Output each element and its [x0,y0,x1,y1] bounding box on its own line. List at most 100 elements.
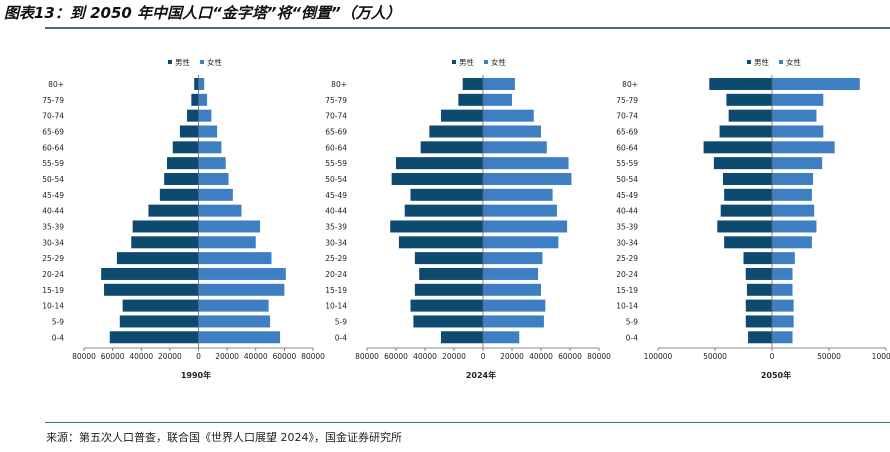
legend: 男性 女性 [452,57,506,67]
x-tick-label: 100000 [644,352,673,361]
male-bar [398,236,483,249]
female-bar [772,125,824,138]
age-group-label: 35-39 [325,222,347,231]
male-bar [391,172,483,185]
male-bar [132,220,199,233]
x-tick-label: 60000 [272,352,296,361]
male-bar [414,283,483,296]
age-group-label: 80+ [48,80,64,89]
female-bar [198,204,242,217]
female-bar [772,252,795,265]
male-bar [119,315,199,328]
legend-swatch [747,60,751,64]
age-group-label: 30-34 [42,238,64,247]
age-group-label: 75-79 [325,96,347,105]
age-group-label: 70-74 [42,112,64,121]
age-group-label: 5-9 [52,317,64,326]
male-bar [719,125,772,138]
age-group-label: 25-29 [616,254,638,263]
x-tick-label: 50000 [703,352,727,361]
male-bar [410,299,483,312]
legend-label: 男性 [175,57,190,67]
male-bar [745,267,772,280]
male-bar [703,141,772,154]
age-group-label: 45-49 [42,191,64,200]
x-tick-label: 0 [196,352,201,361]
age-group-label: 0-4 [626,333,638,342]
female-bar [198,267,286,280]
male-bar [743,252,772,265]
age-group-label: 0-4 [335,333,347,342]
year-label: 2024年 [466,370,496,380]
age-group-label: 50-54 [616,175,638,184]
x-tick-label: 60000 [101,352,125,361]
male-bar [109,331,199,344]
female-bar [198,283,285,296]
female-bar [198,109,212,122]
x-tick-label: 80000 [301,352,325,361]
female-bar [198,299,269,312]
female-bar [483,315,544,328]
legend-label: 女性 [491,57,506,67]
female-bar [483,236,559,249]
age-group-label: 65-69 [616,127,638,136]
legend-label: 男性 [459,57,474,67]
legend-label: 男性 [754,57,769,67]
male-bar [414,252,483,265]
age-group-label: 80+ [622,80,638,89]
legend: 男性 女性 [168,57,222,67]
male-bar [720,204,772,217]
x-tick-label: 80000 [355,352,379,361]
female-bar [198,220,261,233]
male-bar [745,315,772,328]
female-bar [772,331,793,344]
female-bar [772,283,793,296]
female-bar [772,93,824,106]
age-group-label: 20-24 [325,270,347,279]
male-bar [167,157,199,170]
age-group-label: 10-14 [42,302,64,311]
age-group-label: 40-44 [616,207,638,216]
female-bar [772,78,860,90]
age-group-label: 55-59 [42,159,64,168]
age-group-label: 30-34 [616,238,638,247]
male-bar [462,78,483,90]
age-group-label: 75-79 [616,96,638,105]
male-bar [131,236,199,249]
legend-swatch [168,60,172,64]
female-bar [772,157,823,170]
male-bar [187,109,199,122]
male-bar [709,78,772,90]
age-group-label: 5-9 [335,317,347,326]
female-bar [483,125,541,138]
age-group-label: 45-49 [325,191,347,200]
legend-label: 女性 [207,57,222,67]
female-bar [772,172,814,185]
female-bar [772,141,835,154]
age-group-label: 75-79 [42,96,64,105]
age-group-label: 10-14 [325,302,347,311]
male-bar [440,109,483,122]
x-tick-label: 40000 [529,352,553,361]
female-bar [483,220,568,233]
age-group-label: 60-64 [325,143,347,152]
male-bar [724,188,772,201]
x-tick-label: 0 [770,352,775,361]
female-bar [772,188,812,201]
female-bar [483,267,539,280]
legend-swatch [200,60,204,64]
year-label: 1990年 [181,370,211,380]
female-bar [198,157,226,170]
age-group-label: 15-19 [616,286,638,295]
female-bar [198,236,256,249]
female-bar [483,299,546,312]
legend: 男性 女性 [747,57,801,67]
male-bar [191,93,199,106]
male-bar [429,125,483,138]
x-tick-label: 80000 [587,352,611,361]
age-group-label: 15-19 [325,286,347,295]
female-bar [198,93,208,106]
age-group-label: 50-54 [325,175,347,184]
